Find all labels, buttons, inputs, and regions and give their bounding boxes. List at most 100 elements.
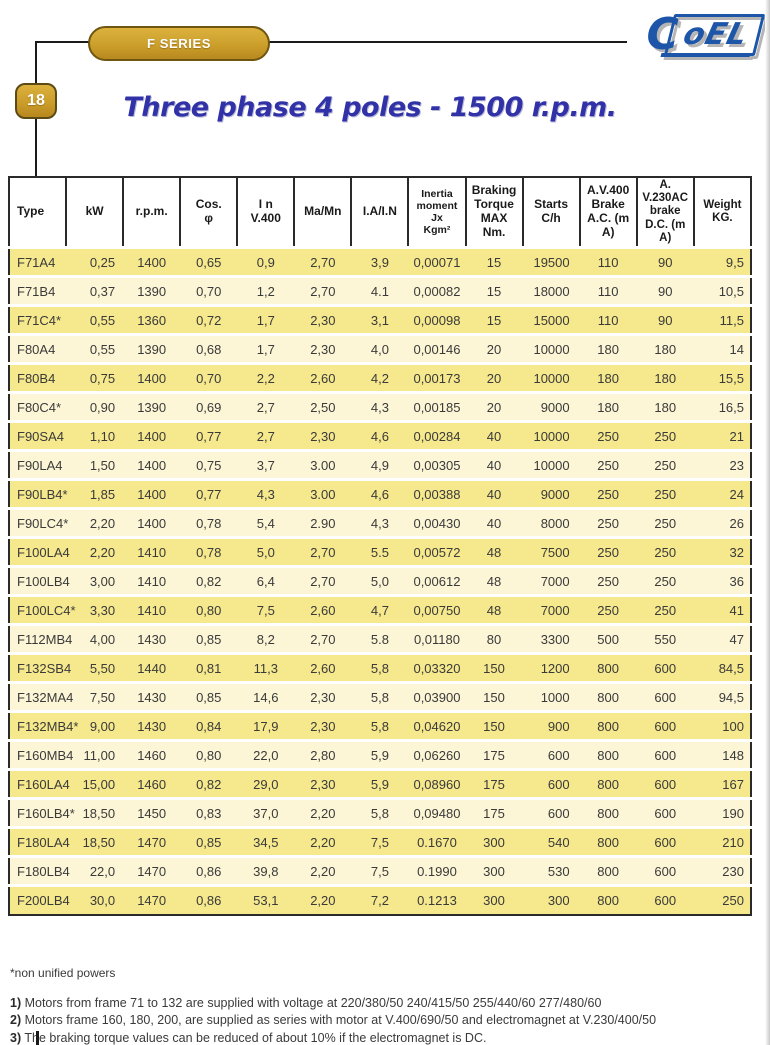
cell-rpm: 1410 <box>123 565 181 596</box>
cell-cos-phi: 0,72 <box>180 304 238 335</box>
cell-rpm: 1410 <box>123 536 181 567</box>
cell-in-v400: 4,3 <box>237 478 295 509</box>
cell-in-v400: 34,5 <box>237 826 295 857</box>
cell-braking: 150 <box>465 710 523 741</box>
column-header-starts: Starts C/h <box>521 176 581 249</box>
cell-av400: 110 <box>579 246 637 277</box>
logo-letters: oEL <box>679 17 752 52</box>
cell-cos-phi: 0,82 <box>180 768 238 799</box>
cell-in-v400: 2,7 <box>237 391 295 422</box>
cell-starts: 10000 <box>522 333 580 364</box>
cell-type: F132SB4 <box>9 652 71 683</box>
cell-av230: 250 <box>636 478 694 509</box>
cell-braking: 300 <box>465 826 523 857</box>
cell-av230: 180 <box>636 391 694 422</box>
cell-in-v400: 1,7 <box>237 333 295 364</box>
cell-ma-mn: 2,70 <box>294 275 352 306</box>
cell-rpm: 1400 <box>123 362 181 393</box>
cell-inertia: 0,00284 <box>408 420 466 451</box>
cell-starts: 530 <box>522 855 580 886</box>
cell-inertia: 0,00750 <box>408 594 466 625</box>
cell-inertia: 0,00388 <box>408 478 466 509</box>
cell-kw: 2,20 <box>66 507 124 538</box>
cell-type: F132MB4* <box>9 710 78 741</box>
spec-table: Type kW r.p.m. Cos. φ I n V.400 Ma/Mn I.A/I.N Ine… <box>7 176 753 916</box>
cell-in-v400: 39,8 <box>237 855 295 886</box>
cell-av400: 800 <box>579 826 637 857</box>
cell-starts: 18000 <box>522 275 580 306</box>
cell-starts: 9000 <box>522 478 580 509</box>
cell-av400: 180 <box>579 333 637 364</box>
cell-braking: 20 <box>465 333 523 364</box>
cell-cos-phi: 0,78 <box>180 507 238 538</box>
cell-starts: 600 <box>522 797 580 828</box>
cell-starts: 10000 <box>522 420 580 451</box>
page-number: 18 <box>27 92 45 109</box>
cell-braking: 175 <box>465 768 523 799</box>
cell-in-v400: 14,6 <box>237 681 295 712</box>
table-row: F132MB4* 9,00 1430 0,84 17,9 2,30 5,8 0,04620 15… <box>9 710 751 741</box>
cell-rpm: 1440 <box>123 652 181 683</box>
cell-in-v400: 22,0 <box>237 739 295 770</box>
cell-type: F100LA4 <box>9 536 70 567</box>
cell-starts: 10000 <box>522 362 580 393</box>
cell-braking: 48 <box>465 594 523 625</box>
cell-kw: 5,50 <box>66 652 124 683</box>
table-row: F90SA4 1,10 1400 0,77 2,7 2,30 4,6 0,00284 40 100… <box>9 420 751 451</box>
column-header-inertia: Inertia moment Jx Kgm² <box>407 176 467 249</box>
cell-inertia: 0,01180 <box>408 623 466 654</box>
page-number-badge: 18 <box>15 83 57 119</box>
cell-braking: 175 <box>465 797 523 828</box>
cell-in-v400: 37,0 <box>237 797 295 828</box>
series-badge-label: F SERIES <box>146 36 212 51</box>
page-title: Three phase 4 poles - 1500 r.p.m. <box>123 92 617 123</box>
cell-inertia: 0,00146 <box>408 333 466 364</box>
cell-rpm: 1460 <box>123 739 181 770</box>
cell-ma-mn: 3.00 <box>294 478 352 509</box>
cell-ia-in: 4,9 <box>351 449 409 480</box>
cell-ma-mn: 2,30 <box>294 420 352 451</box>
note-number: 1) <box>10 996 22 1010</box>
cell-braking: 150 <box>465 652 523 683</box>
cell-inertia: 0,00612 <box>408 565 466 596</box>
cell-cos-phi: 0,85 <box>180 681 238 712</box>
cell-ma-mn: 3.00 <box>294 449 352 480</box>
cell-kw: 7,50 <box>66 681 124 712</box>
cell-cos-phi: 0,77 <box>180 420 238 451</box>
cell-weight: 24 <box>693 478 751 509</box>
cell-kw: 30,0 <box>66 884 124 915</box>
cell-kw: 3,00 <box>66 565 124 596</box>
cell-ma-mn: 2,50 <box>294 391 352 422</box>
cell-type: F80B4 <box>9 362 67 393</box>
cell-rpm: 1400 <box>123 449 181 480</box>
cell-type: F71B4 <box>9 275 67 306</box>
cell-ia-in: 4,2 <box>351 362 409 393</box>
cell-starts: 1000 <box>522 681 580 712</box>
cell-braking: 300 <box>465 855 523 886</box>
cell-ma-mn: 2,60 <box>294 594 352 625</box>
table-row: F80B4 0,75 1400 0,70 2,2 2,60 4,2 0,00173 20 1000… <box>9 362 751 393</box>
cell-kw: 1,50 <box>66 449 124 480</box>
cell-type: F71A4 <box>9 246 67 277</box>
cell-weight: 94,5 <box>693 681 751 712</box>
cell-cos-phi: 0,70 <box>180 362 238 393</box>
cell-braking: 175 <box>465 739 523 770</box>
cell-cos-phi: 0,78 <box>180 536 238 567</box>
cell-ia-in: 4.1 <box>351 275 409 306</box>
cell-weight: 167 <box>693 768 751 799</box>
cell-starts: 9000 <box>522 391 580 422</box>
cell-inertia: 0.1213 <box>408 884 466 915</box>
cell-av230: 180 <box>636 333 694 364</box>
cell-inertia: 0,08960 <box>408 768 466 799</box>
cell-av230: 600 <box>636 797 694 828</box>
footnote: *non unified powers <box>10 966 116 980</box>
table-row: F180LB4 22,0 1470 0,86 39,8 2,20 7,5 0.1990 300 5… <box>9 855 751 886</box>
table-row: F100LA4 2,20 1410 0,78 5,0 2,70 5.5 0,00572 48 75… <box>9 536 751 567</box>
cell-braking: 15 <box>465 304 523 335</box>
cell-av230: 600 <box>636 739 694 770</box>
cell-ma-mn: 2,30 <box>294 333 352 364</box>
cell-type: F180LB4 <box>9 855 70 886</box>
cell-cos-phi: 0,65 <box>180 246 238 277</box>
cell-type: F200LB4 <box>9 884 70 915</box>
cell-ia-in: 3,9 <box>351 246 409 277</box>
